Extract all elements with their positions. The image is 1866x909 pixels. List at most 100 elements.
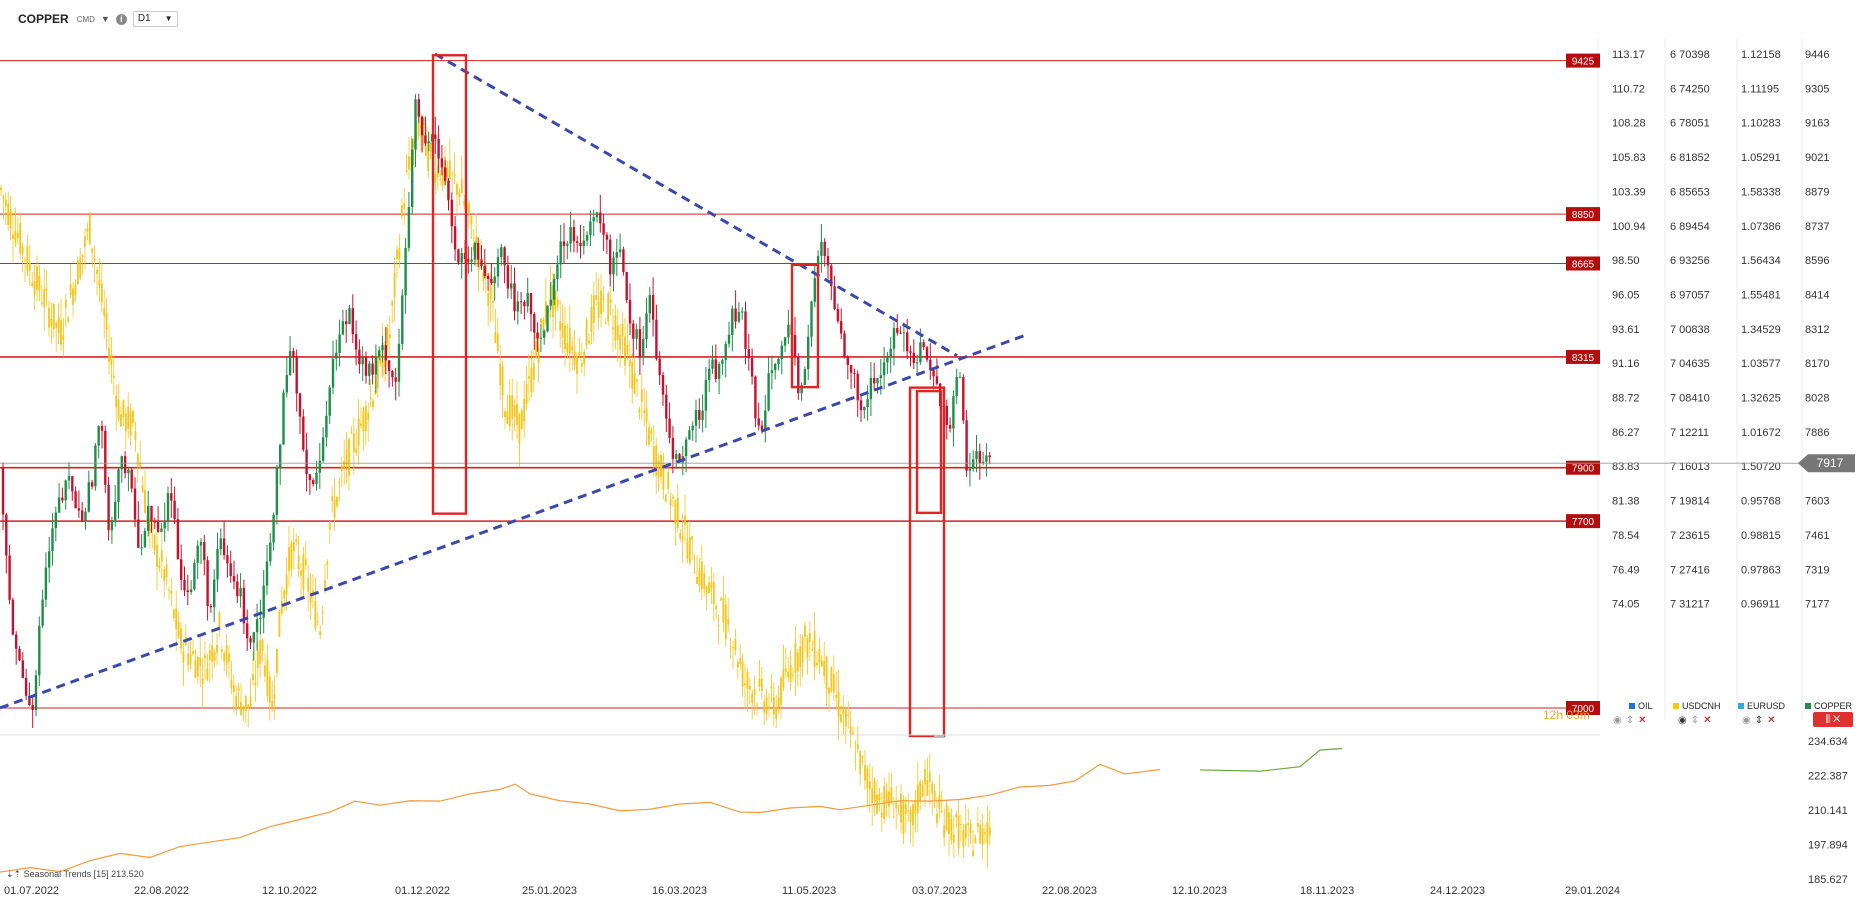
usdcnh-candle	[765, 697, 768, 715]
copper-candle	[955, 377, 958, 397]
symbol-name[interactable]: COPPER	[18, 12, 69, 26]
legend-usdcnh[interactable]: USDCNH	[1673, 699, 1721, 713]
close-icon[interactable]: ✕	[1703, 715, 1712, 726]
usdcnh-candle	[386, 327, 389, 347]
copper-candle	[209, 605, 213, 608]
legend-eurusd[interactable]: EURUSD	[1738, 699, 1785, 713]
level-badge	[1566, 701, 1600, 715]
y-axis-label: 1.03577	[1741, 358, 1781, 370]
close-icon[interactable]: ✕	[1638, 715, 1647, 726]
copper-candle	[519, 301, 523, 303]
copper-candle	[483, 265, 486, 276]
copper-remove-button[interactable]: ⫼ ✕	[1813, 712, 1853, 727]
y-axis-label: 1.01672	[1741, 427, 1781, 439]
y-axis-label: 8312	[1805, 324, 1829, 336]
timeframe-select[interactable]: D1 ▼	[132, 11, 178, 27]
close-icon[interactable]: ✕	[1767, 715, 1776, 726]
usdcnh-candle	[792, 675, 794, 677]
legend-copper[interactable]: COPPER	[1805, 699, 1852, 713]
usdcnh-candle	[583, 351, 586, 364]
usdcnh-candle	[321, 612, 324, 614]
copper-candle	[411, 149, 414, 207]
y-axis-label: 7177	[1805, 599, 1829, 611]
usdcnh-candle	[81, 254, 84, 257]
sort-icon[interactable]: ⇕	[1754, 715, 1764, 726]
y-axis-label: 98.50	[1612, 255, 1640, 267]
usdcnh-candle	[576, 356, 578, 374]
sort-icon[interactable]: ⇕	[1690, 715, 1700, 726]
usdcnh-candle	[676, 497, 679, 529]
usdcnh-candle	[852, 732, 854, 735]
usdcnh-candle	[340, 465, 343, 472]
usdcnh-candle	[475, 236, 478, 246]
copper-candle	[694, 410, 698, 426]
copper-candle	[328, 387, 331, 416]
copper-candle	[849, 364, 853, 373]
copper-candle	[31, 705, 34, 711]
copper-candle	[255, 619, 259, 633]
usdcnh-candle	[837, 691, 840, 717]
copper-candle	[764, 410, 767, 431]
copper-candle	[876, 378, 879, 384]
usdcnh-candle	[504, 411, 506, 418]
usdcnh-candle	[463, 200, 466, 206]
copper-swatch	[1805, 703, 1811, 709]
copper-candle	[628, 300, 632, 324]
usdcnh-candle	[343, 461, 346, 468]
y-axis-label: 0.98815	[1741, 530, 1781, 542]
usdcnh-candle	[24, 259, 26, 261]
y-axis-label: 7461	[1805, 530, 1829, 542]
symbol-dropdown-icon[interactable]: ▼	[100, 14, 110, 24]
copper-candle	[11, 599, 15, 635]
usdcnh-candle	[712, 581, 715, 605]
usdcnh-candle	[952, 834, 955, 843]
copper-candle	[840, 321, 843, 334]
copper-candle	[823, 241, 826, 256]
level-badge	[1566, 53, 1600, 68]
copper-candle	[925, 347, 929, 360]
usdcnh-candle	[916, 784, 919, 814]
x-axis-label: 29.01.2024	[1565, 885, 1620, 897]
usdcnh-candle	[180, 628, 182, 649]
usdcnh-candle	[931, 783, 934, 794]
info-icon[interactable]: i	[115, 13, 127, 25]
copper-candle	[38, 625, 41, 676]
usdcnh-candle	[206, 668, 209, 680]
usdcnh-candle	[866, 768, 869, 789]
copper-candle	[183, 580, 186, 591]
copper-candle	[787, 324, 790, 338]
usdcnh-candle	[496, 333, 499, 352]
copper-candle	[543, 330, 546, 338]
sort-icon[interactable]: ⇕	[1625, 715, 1635, 726]
index-axis-label: 210.141	[1808, 805, 1848, 817]
x-axis-label: 22.08.2022	[134, 885, 189, 897]
usdcnh-candle	[57, 317, 60, 333]
eye-icon[interactable]: ◉	[1742, 715, 1751, 726]
usdcnh-candle	[871, 788, 874, 804]
settings-icon: ⫼	[1825, 714, 1831, 725]
usdcnh-candle	[290, 543, 293, 570]
usdcnh-candle	[895, 802, 898, 809]
usdcnh-candle	[609, 299, 612, 304]
usdcnh-candle	[614, 315, 617, 341]
usdcnh-candle	[244, 695, 247, 711]
copper-candle	[744, 311, 747, 350]
copper-candle	[153, 521, 156, 523]
usdcnh-candle	[888, 791, 890, 807]
legend-oil[interactable]: OIL	[1629, 699, 1653, 713]
usdcnh-candle	[604, 322, 607, 324]
seasonal-icon: ⇣⇡	[6, 869, 22, 879]
usdcnh-candle	[703, 573, 706, 590]
eye-icon[interactable]: ◉	[1678, 715, 1687, 726]
usdcnh-candle	[950, 819, 953, 841]
oil-controls: ◉ ⇕ ✕	[1613, 715, 1647, 726]
copper-candle	[123, 456, 127, 474]
usdcnh-candle	[573, 351, 576, 366]
eye-icon[interactable]: ◉	[1613, 715, 1622, 726]
usdcnh-candle	[69, 284, 72, 296]
usdcnh-candle	[105, 312, 108, 330]
copper-candle	[21, 660, 24, 678]
usdcnh-candle	[506, 411, 509, 424]
copper-candle	[186, 590, 189, 593]
